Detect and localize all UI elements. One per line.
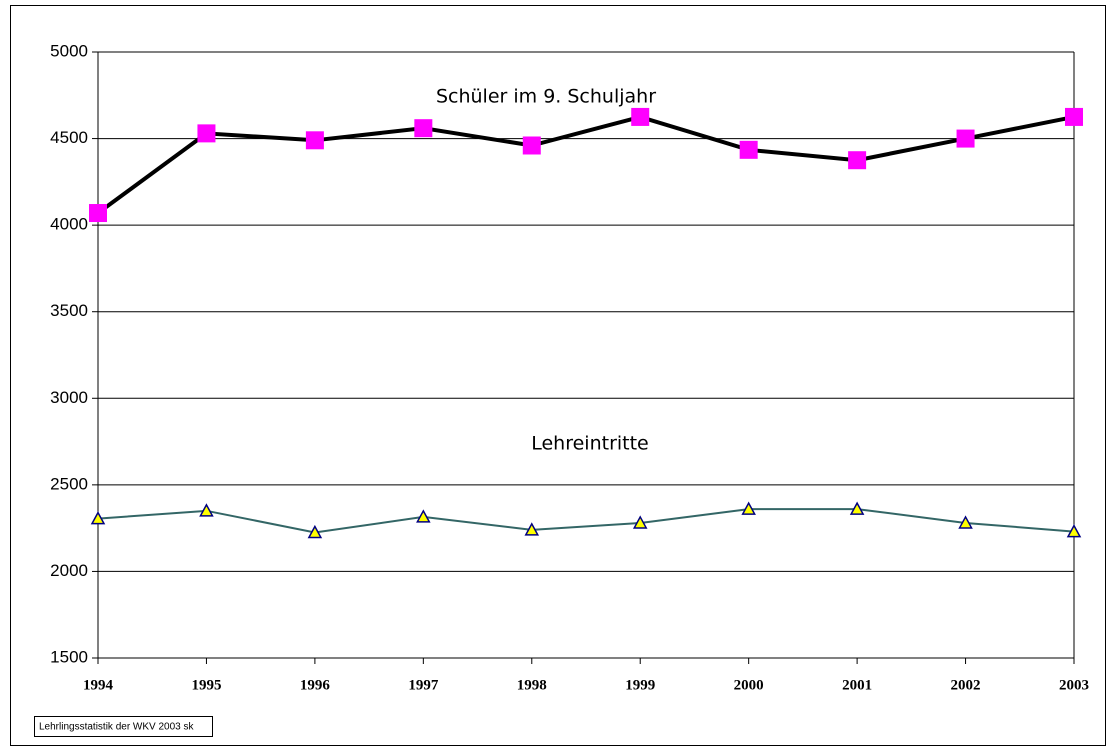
marker <box>416 509 431 523</box>
x-tick-label: 2003 <box>1059 677 1089 693</box>
y-tick-label: 5000 <box>50 41 88 60</box>
marker <box>90 511 106 525</box>
series-line <box>97 508 1075 534</box>
x-tick-label: 1998 <box>517 677 547 693</box>
x-tick-label: 2002 <box>951 677 981 693</box>
marker <box>631 107 650 126</box>
marker <box>1066 524 1082 538</box>
marker <box>741 501 756 515</box>
marker <box>197 124 216 143</box>
x-tick-label: 2000 <box>734 677 764 693</box>
marker <box>199 503 214 517</box>
marker <box>414 119 433 138</box>
marker <box>849 501 865 515</box>
marker <box>522 136 541 155</box>
footnote: Lehrlingsstatistik der WKV 2003 sk <box>39 722 195 733</box>
x-tick-label: 1999 <box>625 677 655 693</box>
x-tick-label: 1997 <box>408 677 439 693</box>
marker <box>632 515 648 529</box>
x-tick-label: 2001 <box>842 677 872 693</box>
series-label: Lehreintritte <box>531 433 649 455</box>
y-tick-label: 2000 <box>50 561 88 580</box>
y-tick-label: 4500 <box>50 128 88 147</box>
marker <box>956 129 975 148</box>
y-tick-label: 2500 <box>50 474 88 493</box>
x-tick-label: 1996 <box>300 677 331 693</box>
marker <box>848 151 867 170</box>
footnote-box <box>34 716 213 737</box>
y-tick-label: 1500 <box>50 647 88 666</box>
marker <box>305 131 324 150</box>
y-tick-label: 3500 <box>50 301 88 320</box>
x-tick-label: 1995 <box>191 677 221 693</box>
marker <box>958 515 973 529</box>
marker <box>524 522 540 536</box>
marker <box>307 524 323 539</box>
y-tick-label: 3000 <box>50 388 88 407</box>
chart-border <box>10 5 1106 746</box>
marker <box>89 204 107 223</box>
marker <box>1065 107 1083 126</box>
y-tick-label: 4000 <box>50 215 88 234</box>
x-tick-label: 1994 <box>83 677 114 693</box>
series-line <box>96 114 1075 215</box>
series-label: Schüler im 9. Schuljahr <box>436 86 656 108</box>
marker <box>739 140 758 159</box>
